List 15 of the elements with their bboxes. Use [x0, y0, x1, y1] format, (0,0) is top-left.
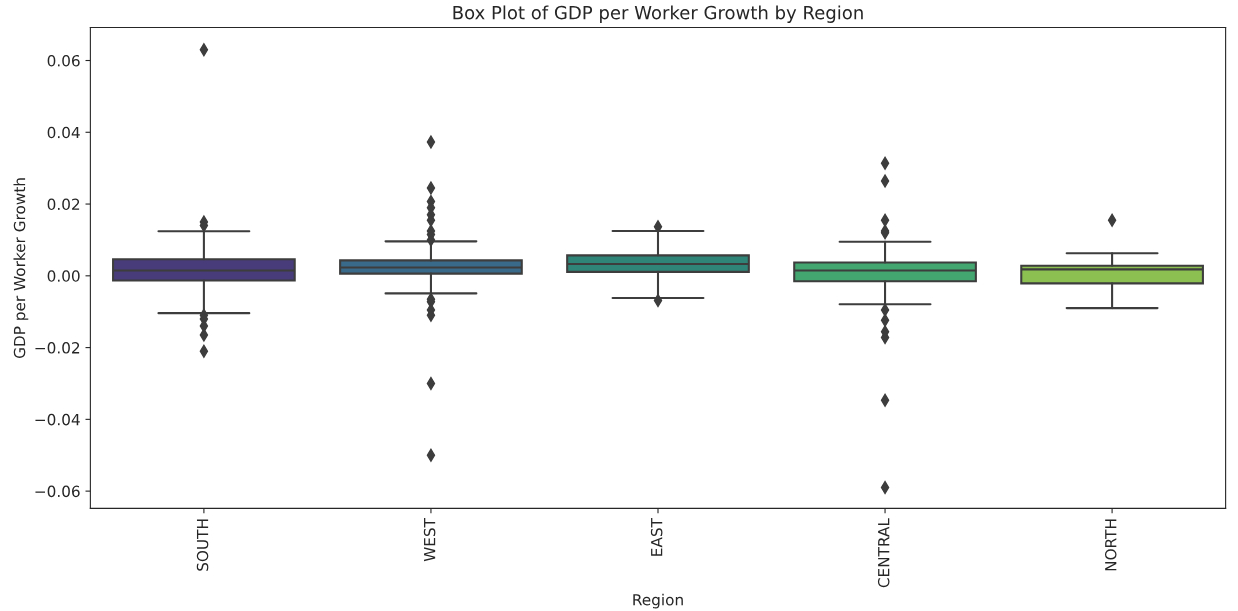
- x-tick-label: SOUTH: [196, 519, 209, 571]
- y-tick-label: 0.06: [47, 54, 80, 67]
- y-tick-label: −0.06: [35, 485, 80, 498]
- x-tick-label: NORTH: [1104, 519, 1117, 571]
- y-axis-title: GDP per Worker Growth: [13, 178, 29, 358]
- y-tick-label: 0.00: [47, 270, 80, 282]
- y-tick-label: −0.04: [35, 413, 80, 426]
- x-tick-label: CENTRAL: [877, 518, 890, 588]
- chart-title: Box Plot of GDP per Worker Growth by Region: [453, 5, 863, 23]
- x-tick-label: WEST: [423, 518, 436, 562]
- x-axis-title: Region: [633, 593, 683, 609]
- y-tick-label: −0.02: [35, 342, 80, 354]
- y-tick-label: 0.04: [47, 126, 80, 139]
- y-tick-label: 0.02: [47, 198, 80, 211]
- x-tick-label: EAST: [650, 518, 663, 556]
